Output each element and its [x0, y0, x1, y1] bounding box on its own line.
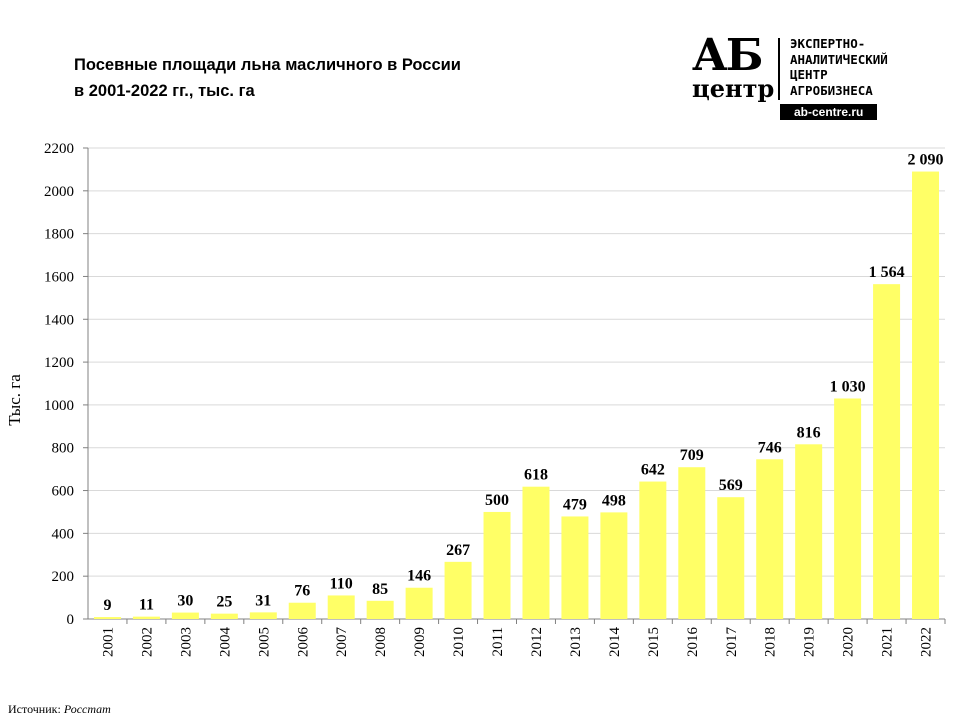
source-value: Росстат [63, 702, 111, 716]
bar [678, 467, 706, 619]
data-label: 642 [641, 462, 665, 479]
source-label: Источник: [8, 702, 61, 716]
ab-centre-logo: АБ центр ЭКСПЕРТНО- АНАЛИТИЧЕСКИЙ ЦЕНТР … [692, 30, 932, 122]
x-tick-label: 2016 [685, 627, 701, 658]
x-tick-label: 2019 [802, 627, 818, 657]
bar [210, 613, 238, 619]
y-tick-label: 0 [67, 612, 75, 628]
bar [288, 602, 316, 619]
data-label: 31 [255, 592, 271, 609]
x-tick-label: 2011 [490, 627, 506, 656]
x-tick-label: 2009 [412, 627, 428, 657]
x-tick-label: 2008 [373, 627, 389, 657]
data-label: 746 [758, 439, 782, 456]
x-tick-label: 2006 [295, 627, 311, 658]
logo-mark: АБ [692, 30, 763, 81]
data-label: 146 [407, 568, 431, 585]
data-label: 569 [719, 477, 743, 494]
bar [483, 511, 511, 619]
bar [600, 512, 628, 619]
bar [522, 486, 550, 619]
bar [795, 444, 823, 619]
data-label: 1 564 [869, 264, 905, 281]
x-tick-label: 2004 [217, 627, 233, 658]
logo-text: ЭКСПЕРТНО- АНАЛИТИЧЕСКИЙ ЦЕНТР АГРОБИЗНЕ… [790, 36, 888, 98]
bar [366, 600, 394, 619]
bar [249, 612, 277, 619]
x-tick-label: 2020 [841, 627, 857, 657]
logo-line: АГРОБИЗНЕСА [790, 82, 873, 98]
data-label: 30 [177, 593, 193, 610]
data-label: 500 [485, 492, 509, 509]
bar [132, 616, 160, 619]
logo-line: ЦЕНТР [790, 67, 828, 82]
logo-url: ab-centre.ru [780, 104, 878, 120]
y-tick-label: 200 [52, 569, 75, 585]
chart-title: Посевные площади льна масличного в Росси… [74, 52, 461, 104]
data-label: 2 090 [908, 152, 944, 169]
x-tick-label: 2021 [880, 627, 896, 657]
y-tick-label: 1200 [44, 355, 74, 371]
bar [912, 171, 940, 620]
bar [444, 561, 472, 619]
bar [327, 595, 355, 619]
x-tick-label: 2001 [100, 627, 116, 657]
title-line-1: Посевные площади льна масличного в Росси… [74, 56, 461, 74]
bar [717, 497, 745, 619]
x-tick-label: 2003 [178, 627, 194, 657]
y-tick-label: 1000 [44, 398, 74, 414]
y-tick-label: 1400 [44, 312, 74, 328]
data-label: 618 [524, 467, 548, 484]
x-tick-label: 2018 [763, 627, 779, 657]
data-label: 9 [103, 597, 111, 614]
source-note: Источник: Росстат [8, 702, 111, 717]
x-tick-label: 2022 [919, 627, 935, 657]
bar [834, 398, 862, 619]
logo-divider [778, 38, 780, 100]
x-tick-label: 2002 [139, 627, 155, 657]
data-label: 709 [680, 447, 704, 464]
y-tick-label: 400 [52, 526, 75, 542]
y-tick-label: 2000 [44, 184, 74, 200]
bar [756, 459, 784, 619]
x-tick-label: 2010 [451, 627, 467, 657]
bar [93, 617, 121, 619]
x-tick-label: 2017 [724, 627, 740, 658]
y-tick-label: 1800 [44, 227, 74, 243]
title-line-2: в 2001-2022 гг., тыс. га [74, 82, 255, 100]
bar [405, 587, 433, 619]
x-tick-label: 2012 [529, 627, 545, 657]
bar [171, 612, 199, 619]
x-tick-label: 2014 [607, 627, 623, 658]
data-label: 498 [602, 492, 626, 509]
data-label: 76 [294, 583, 310, 600]
y-tick-label: 2200 [44, 141, 74, 157]
bar [639, 481, 667, 619]
x-tick-label: 2007 [334, 627, 350, 658]
y-tick-label: 800 [52, 441, 75, 457]
y-tick-label: 600 [52, 484, 75, 500]
bar [561, 516, 589, 619]
data-label: 1 030 [830, 378, 866, 395]
data-label: 25 [216, 594, 232, 611]
x-tick-label: 2005 [256, 627, 272, 657]
y-tick-label: 1600 [44, 269, 74, 285]
x-tick-label: 2015 [646, 627, 662, 657]
data-label: 85 [372, 581, 388, 598]
logo-line: АНАЛИТИЧЕСКИЙ [790, 51, 888, 67]
x-tick-label: 2013 [568, 627, 584, 657]
y-axis-title: Тыс. га [5, 374, 24, 426]
data-label: 816 [797, 424, 821, 441]
logo-mark-2: центр [692, 74, 775, 103]
data-label: 479 [563, 496, 587, 513]
data-label: 11 [139, 597, 154, 614]
bar [873, 284, 901, 619]
data-label: 267 [446, 542, 470, 559]
data-label: 110 [330, 575, 353, 592]
logo-line: ЭКСПЕРТНО- [790, 36, 866, 51]
